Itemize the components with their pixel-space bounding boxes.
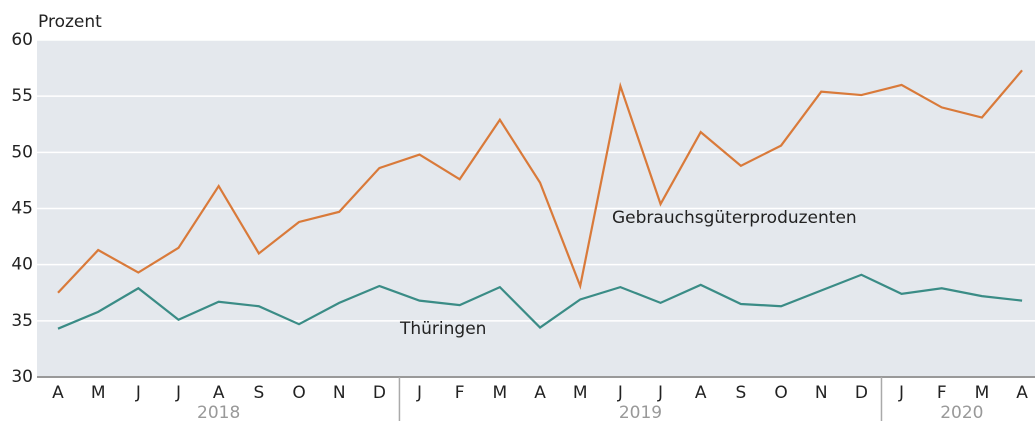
x-tick-label: S <box>253 383 264 403</box>
x-tick-label: A <box>534 383 546 403</box>
year-label: 2019 <box>619 403 662 421</box>
x-tick-label: F <box>937 383 947 403</box>
x-tick-label: M <box>573 383 588 403</box>
x-tick-label: J <box>617 383 623 403</box>
y-tick-label: 50 <box>11 142 33 162</box>
x-tick-label: J <box>416 383 422 403</box>
y-tick-label: 55 <box>11 86 33 106</box>
y-tick-label: 30 <box>11 367 33 387</box>
y-tick-label: 40 <box>11 255 33 275</box>
y-tick-label: 60 <box>11 30 33 50</box>
x-tick-label: M <box>91 383 106 403</box>
y-tick-label: 35 <box>11 311 33 331</box>
year-label: 2018 <box>197 403 240 421</box>
x-tick-label: O <box>774 383 787 403</box>
x-tick-label: J <box>135 383 141 403</box>
line <box>57 69 1023 294</box>
x-tick-label: A <box>1016 383 1028 403</box>
x-tick-label: M <box>493 383 508 403</box>
x-tick-label: N <box>815 383 828 403</box>
line <box>57 273 1023 330</box>
x-tick-label: A <box>213 383 225 403</box>
y-axis-label: Prozent <box>38 12 102 32</box>
year-label: 2020 <box>940 403 983 421</box>
y-tick-label: 45 <box>11 199 33 219</box>
x-tick-label: D <box>855 383 868 403</box>
x-tick-label: N <box>333 383 346 403</box>
x-tick-label: F <box>455 383 465 403</box>
x-tick-label: O <box>292 383 305 403</box>
x-tick-label: A <box>695 383 707 403</box>
series-label: Gebrauchsgüterproduzenten <box>612 208 857 228</box>
x-tick-label: M <box>975 383 990 403</box>
series-label: Thüringen <box>399 319 486 339</box>
x-tick-label: D <box>373 383 386 403</box>
x-tick-label: S <box>735 383 746 403</box>
x-tick-label: J <box>898 383 904 403</box>
x-tick-label: J <box>657 383 663 403</box>
x-tick-label: J <box>175 383 181 403</box>
x-tick-label: A <box>52 383 64 403</box>
